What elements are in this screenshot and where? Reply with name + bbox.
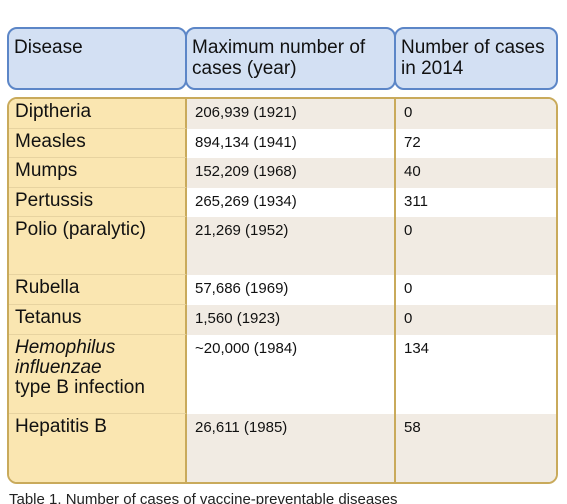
cases-2014-cell: 311	[396, 188, 556, 217]
cases-2014-cell: 0	[396, 217, 556, 275]
disease-cell: Hepatitis B	[9, 414, 187, 482]
table-row: Tetanus 1,560 (1923) 0	[9, 305, 556, 335]
disease-cell: Polio (paralytic)	[9, 217, 187, 275]
max-cases-cell: 152,209 (1968)	[187, 158, 396, 188]
header-maximum-cases: Maximum number of cases (year)	[185, 27, 396, 90]
cases-2014-cell: 40	[396, 158, 556, 188]
max-cases-cell: 21,269 (1952)	[187, 217, 396, 275]
disease-cell: Measles	[9, 129, 187, 158]
cases-2014-cell: 72	[396, 129, 556, 158]
table-row: Pertussis 265,269 (1934) 311	[9, 188, 556, 217]
disease-cell: Pertussis	[9, 188, 187, 217]
max-cases-cell: 894,134 (1941)	[187, 129, 396, 158]
table-row: Polio (paralytic) 21,269 (1952) 0	[9, 217, 556, 275]
table-row: Mumps 152,209 (1968) 40	[9, 158, 556, 188]
disease-cell: Mumps	[9, 158, 187, 188]
max-cases-cell: 265,269 (1934)	[187, 188, 396, 217]
cases-2014-cell: 0	[396, 275, 556, 305]
table-body: Diptheria 206,939 (1921) 0 Measles 894,1…	[7, 97, 558, 484]
disease-cell: Diptheria	[9, 99, 187, 129]
disease-italic-text: Hemophilus influenzae	[15, 337, 116, 378]
table-row: Hemophilus influenzae type B infection ~…	[9, 335, 556, 414]
max-cases-cell: 26,611 (1985)	[187, 414, 396, 482]
disease-cell: Rubella	[9, 275, 187, 305]
header-disease: Disease	[7, 27, 187, 90]
table-row: Hepatitis B 26,611 (1985) 58	[9, 414, 556, 482]
header-cases-2014: Number of cases in 2014	[394, 27, 558, 90]
disease-cell: Tetanus	[9, 305, 187, 335]
max-cases-cell: 206,939 (1921)	[187, 99, 396, 129]
table-row: Diptheria 206,939 (1921) 0	[9, 99, 556, 129]
table-caption: Table 1. Number of cases of vaccine-prev…	[9, 491, 398, 504]
table-header: Disease Maximum number of cases (year) N…	[7, 27, 558, 90]
disease-cell: Hemophilus influenzae type B infection	[9, 335, 187, 414]
table-row: Rubella 57,686 (1969) 0	[9, 275, 556, 305]
max-cases-cell: 1,560 (1923)	[187, 305, 396, 335]
max-cases-cell: ~20,000 (1984)	[187, 335, 396, 414]
cases-2014-cell: 0	[396, 99, 556, 129]
max-cases-cell: 57,686 (1969)	[187, 275, 396, 305]
disease-text: type B infection	[15, 377, 145, 398]
cases-2014-cell: 134	[396, 335, 556, 414]
table-row: Measles 894,134 (1941) 72	[9, 129, 556, 158]
cases-2014-cell: 0	[396, 305, 556, 335]
cases-2014-cell: 58	[396, 414, 556, 482]
